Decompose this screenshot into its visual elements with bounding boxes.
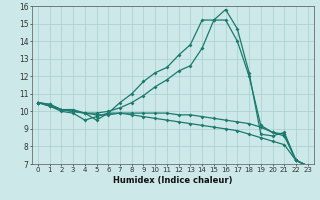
X-axis label: Humidex (Indice chaleur): Humidex (Indice chaleur) xyxy=(113,176,233,185)
